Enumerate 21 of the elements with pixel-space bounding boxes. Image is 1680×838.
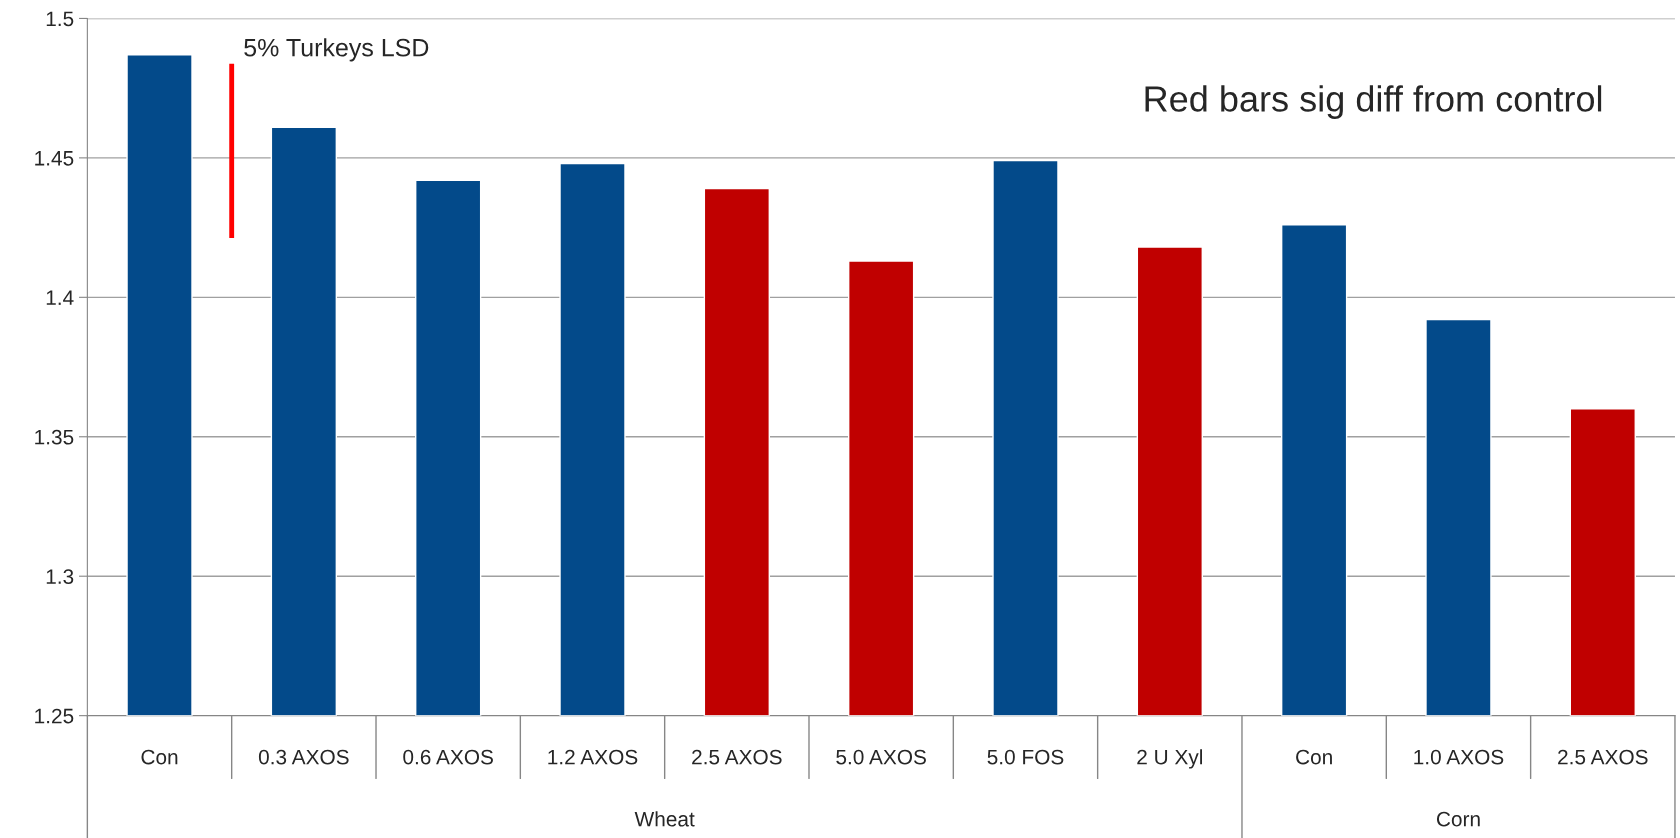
y-tick-label: 1.4 (46, 290, 74, 305)
y-tick-label: 1.3 (46, 569, 74, 584)
x-tick-label: 0.6 AXOS (403, 749, 493, 765)
y-tick-label: 1.45 (35, 151, 74, 166)
y-tick-label: 1.25 (35, 708, 74, 724)
annotation: 5% Turkeys LSD (244, 38, 429, 62)
x-tick-label: 2.5 AXOS (692, 749, 782, 765)
x-tick-label: 1.2 AXOS (548, 749, 638, 765)
x-tick-label: 2.5 AXOS (1558, 749, 1648, 765)
y-tick-label: 1.35 (35, 429, 74, 445)
text: Corn (1436, 811, 1480, 827)
x-tick-label: 2 U Xyl (1137, 749, 1202, 769)
text: Wheat (634, 811, 695, 827)
annotation: Red bars sig diff from control (1145, 85, 1602, 119)
x-tick-label: 1.0 AXOS (1414, 749, 1504, 765)
x-tick-label: 5.0 FOS (987, 749, 1064, 765)
y-tick-label: 1.5 (46, 11, 74, 27)
x-tick-label: 0.3 AXOS (258, 749, 349, 765)
x-tick-label: Con (1296, 749, 1332, 765)
x-tick-label: 5.0 AXOS (836, 749, 926, 765)
x-tick-label: Con (141, 749, 178, 765)
